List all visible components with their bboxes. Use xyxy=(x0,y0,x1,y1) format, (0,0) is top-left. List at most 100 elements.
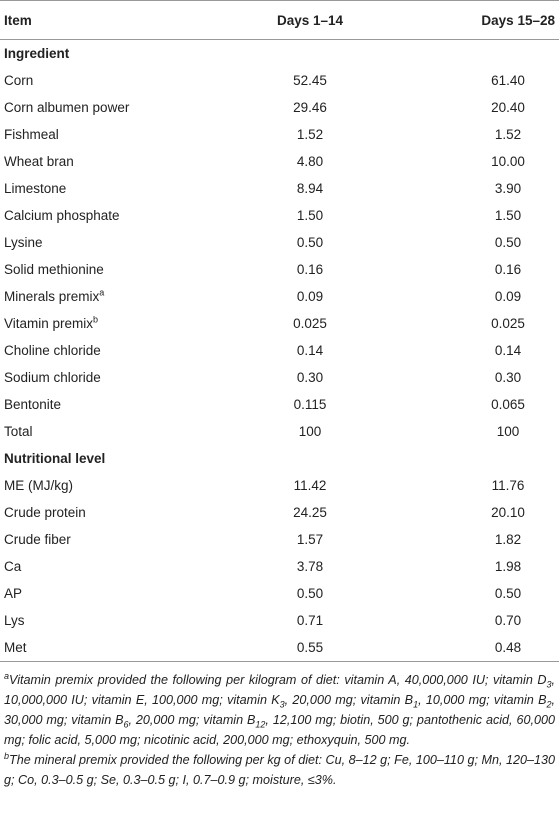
item-cell: Corn xyxy=(0,67,235,94)
item-cell: Sodium chloride xyxy=(0,364,235,391)
item-cell: Limestone xyxy=(0,175,235,202)
value-cell: 0.115 xyxy=(293,397,327,412)
item-cell: Crude fiber xyxy=(0,526,235,553)
value-cell: 52.45 xyxy=(293,73,327,88)
item-name: Wheat bran xyxy=(4,154,74,169)
footnote: bThe mineral premix provided the followi… xyxy=(4,750,555,790)
value-cell: 0.025 xyxy=(293,316,327,331)
value-cell: 1.98 xyxy=(494,559,522,574)
value-cell: 20.40 xyxy=(491,100,525,115)
item-name: Calcium phosphate xyxy=(4,208,120,223)
data-row: Fishmeal 1.52 1.52 xyxy=(0,121,559,148)
value-cell: 0.71 xyxy=(296,613,324,628)
item-cell: Lys xyxy=(0,607,235,634)
item-name: Lysine xyxy=(4,235,43,250)
item-cell: Met xyxy=(0,634,235,662)
item-cell: Bentonite xyxy=(0,391,235,418)
item-cell: Solid methionine xyxy=(0,256,235,283)
item-name: Corn albumen power xyxy=(4,100,130,115)
note-marker: b xyxy=(93,314,99,325)
value-cell: 1.57 xyxy=(296,532,324,547)
value-cell: 3.78 xyxy=(296,559,324,574)
value-cell: 100 xyxy=(496,424,520,439)
value-cell: 0.14 xyxy=(296,343,324,358)
item-name: Limestone xyxy=(4,181,67,196)
item-name: Lys xyxy=(4,613,25,628)
table-body: Ingredient Corn 52.45 61.40 Corn albumen pow… xyxy=(0,40,559,662)
footnote-text: , 30,000 mg; vitamin B xyxy=(4,693,555,727)
value-cell: 0.30 xyxy=(296,370,324,385)
subscript: 3 xyxy=(279,699,285,710)
value-cell: 0.50 xyxy=(494,235,522,250)
footnote-text: , 10,000 mg; vitamin B xyxy=(418,693,547,707)
subscript: 2 xyxy=(546,699,552,710)
footnote-text: , 10,000,000 IU; vitamin E, 100,000 mg; … xyxy=(4,673,555,707)
item-cell: Wheat bran xyxy=(0,148,235,175)
subscript: 12 xyxy=(255,719,266,730)
item-cell: Total xyxy=(0,418,235,445)
item-cell: AP xyxy=(0,580,235,607)
subscript: 6 xyxy=(123,719,129,730)
value-cell: 0.065 xyxy=(491,397,525,412)
value-cell: 1.52 xyxy=(494,127,522,142)
item-name: Solid methionine xyxy=(4,262,104,277)
item-name: AP xyxy=(4,586,23,601)
footnote-text: , 20,000 mg; vitamin B xyxy=(128,713,256,727)
diet-table: Item Days 1–14 Days 15–28 Ingredient Corn… xyxy=(0,0,559,662)
header-row: Item Days 1–14 Days 15–28 xyxy=(0,0,559,40)
value-cell: 0.09 xyxy=(296,289,324,304)
data-row: Corn albumen power 29.46 20.40 xyxy=(0,94,559,121)
item-name: Minerals premix xyxy=(4,289,100,304)
section-row: Ingredient xyxy=(0,40,559,68)
item-cell: Ca xyxy=(0,553,235,580)
data-row: Limestone 8.94 3.90 xyxy=(0,175,559,202)
section-row: Nutritional level xyxy=(0,445,559,472)
footnotes: aVitamin premix provided the following p… xyxy=(0,662,559,790)
value-cell: 0.16 xyxy=(296,262,324,277)
value-cell: 10.00 xyxy=(491,154,525,169)
data-row: Choline chloride 0.14 0.14 xyxy=(0,337,559,364)
item-cell: Choline chloride xyxy=(0,337,235,364)
value-cell: 4.80 xyxy=(296,154,324,169)
data-row: Corn 52.45 61.40 xyxy=(0,67,559,94)
footnote-marker: b xyxy=(4,750,10,761)
header-cell: Days 1–14 xyxy=(235,0,385,40)
value-cell: 3.90 xyxy=(494,181,522,196)
data-row: Met 0.55 0.48 xyxy=(0,634,559,662)
table-header: Item Days 1–14 Days 15–28 xyxy=(0,0,559,40)
item-name: Bentonite xyxy=(4,397,62,412)
value-cell: 0.50 xyxy=(494,586,522,601)
item-cell: Corn albumen power xyxy=(0,94,235,121)
data-row: Ca 3.78 1.98 xyxy=(0,553,559,580)
item-name: Total xyxy=(4,424,33,439)
item-cell: Minerals premixa xyxy=(0,283,235,310)
value-cell: 0.14 xyxy=(494,343,522,358)
item-cell: Crude protein xyxy=(0,499,235,526)
value-cell: 0.70 xyxy=(494,613,522,628)
value-cell: 1.82 xyxy=(494,532,522,547)
item-name: Sodium chloride xyxy=(4,370,101,385)
data-row: AP 0.50 0.50 xyxy=(0,580,559,607)
item-name: Fishmeal xyxy=(4,127,59,142)
data-row: Lysine 0.50 0.50 xyxy=(0,229,559,256)
item-name: Vitamin premix xyxy=(4,316,94,331)
data-row: Lys 0.71 0.70 xyxy=(0,607,559,634)
item-name: Crude fiber xyxy=(4,532,71,547)
item-name: Met xyxy=(4,640,27,655)
subscript: 1 xyxy=(413,699,419,710)
value-cell: 8.94 xyxy=(296,181,324,196)
item-name: Ca xyxy=(4,559,22,574)
data-row: Bentonite 0.115 0.065 xyxy=(0,391,559,418)
note-marker: a xyxy=(99,287,105,298)
item-cell: ME (MJ/kg) xyxy=(0,472,235,499)
value-cell: 61.40 xyxy=(491,73,525,88)
footnote: aVitamin premix provided the following p… xyxy=(4,670,555,750)
item-cell: Lysine xyxy=(0,229,235,256)
footnote-marker: a xyxy=(4,670,10,681)
footnote-text: , 12,100 mg; biotin, 500 g; pantothenic … xyxy=(4,713,555,747)
data-row: Crude protein 24.25 20.10 xyxy=(0,499,559,526)
item-cell: Vitamin premixb xyxy=(0,310,235,337)
value-cell: 1.50 xyxy=(296,208,324,223)
data-row: Minerals premixa 0.09 0.09 xyxy=(0,283,559,310)
item-name: ME (MJ/kg) xyxy=(4,478,73,493)
